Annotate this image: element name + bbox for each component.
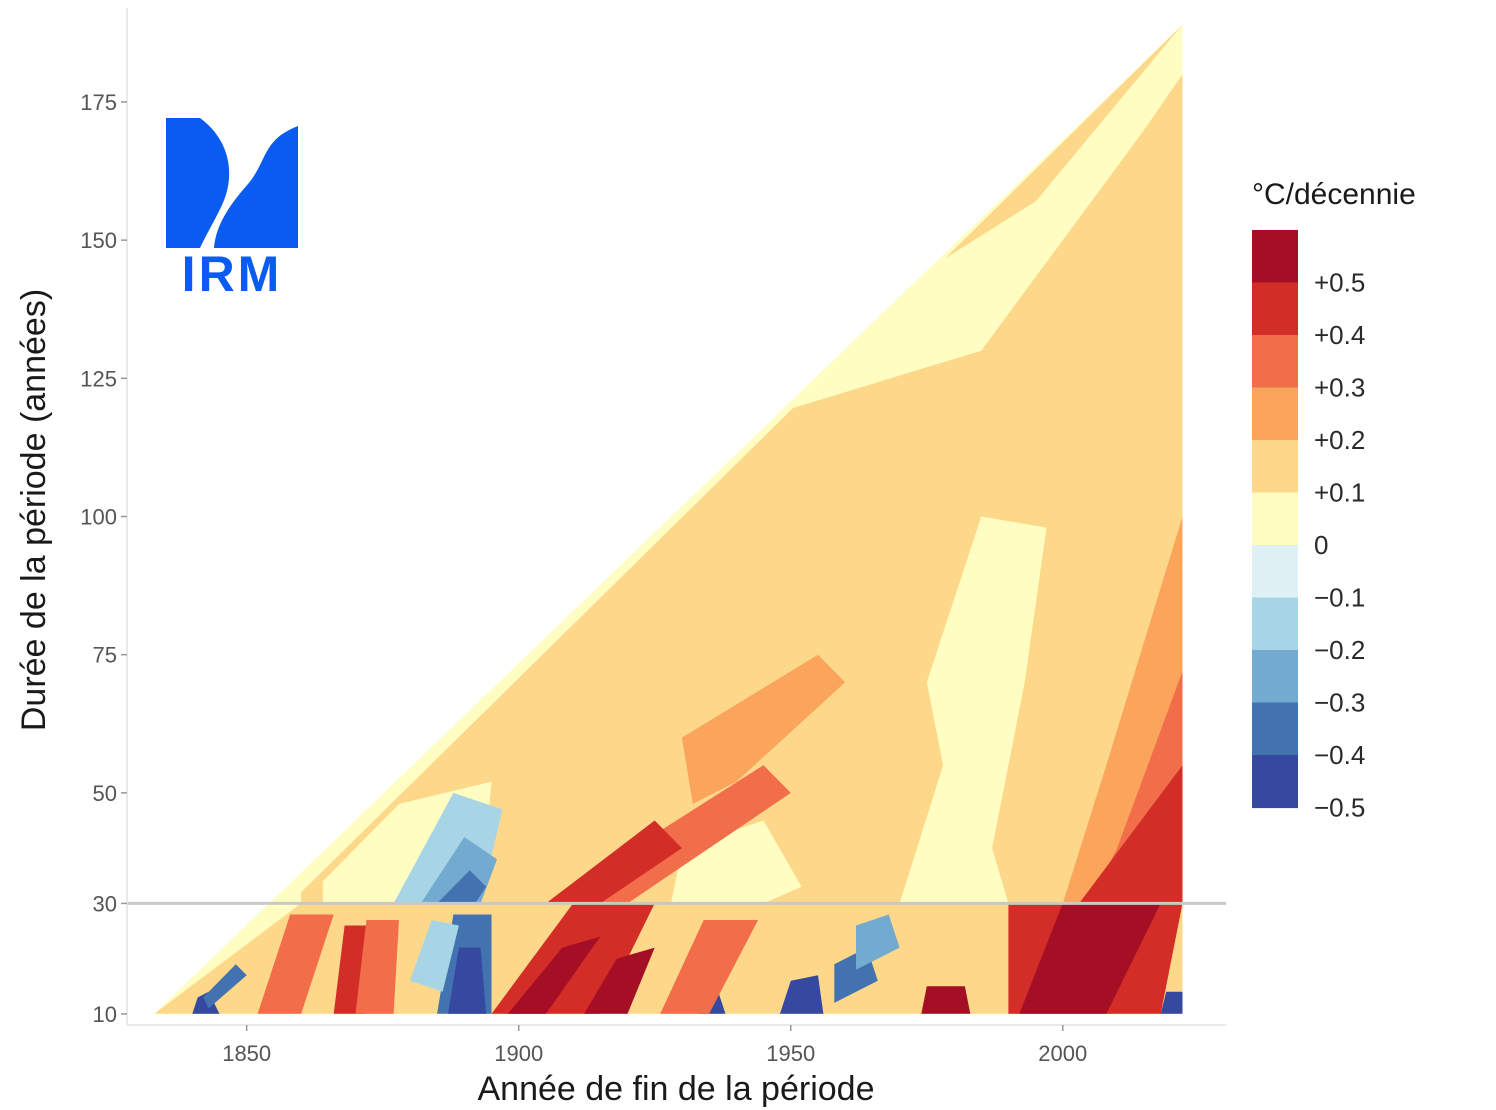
heatmap-region-30: [203, 964, 247, 1009]
heatmap-region-27: [856, 914, 900, 970]
y-tick-label: 30: [93, 891, 117, 916]
legend-label: +0.4: [1314, 320, 1365, 350]
y-tick-label: 150: [80, 228, 117, 253]
legend-label: +0.5: [1314, 268, 1365, 298]
y-tick-label: 10: [93, 1002, 117, 1027]
legend-swatch: [1252, 545, 1298, 599]
x-axis-title: Année de fin de la période: [478, 1070, 875, 1108]
heatmap-region-35: [1160, 991, 1183, 1014]
legend-swatch: [1252, 335, 1298, 389]
heatmap-region-16: [154, 903, 1183, 1014]
legend-label: +0.1: [1314, 478, 1365, 508]
y-tick-label: 125: [80, 366, 117, 391]
heatmap-region-9: [1079, 765, 1183, 904]
legend-title: °C/décennie: [1252, 178, 1416, 211]
heatmap-region-21: [1019, 903, 1161, 1014]
legend-swatch: [1252, 650, 1298, 704]
y-tick-label: 175: [80, 90, 117, 115]
legend-label: −0.2: [1314, 635, 1365, 665]
heatmap-region-18: [507, 936, 601, 1014]
legend-swatches: [1252, 230, 1298, 809]
y-tick-label: 100: [80, 505, 117, 530]
legend-swatch: [1252, 597, 1298, 651]
legend-label: 0: [1314, 530, 1328, 560]
heatmap-region-36: [660, 920, 759, 1014]
heatmap-region-5: [681, 654, 846, 804]
legend-label: +0.2: [1314, 425, 1365, 455]
legend: °C/décennie +0.5 +0.4 +0.3 +0.2 +0.1 0 −0.1 −0.…: [1252, 178, 1416, 823]
heatmap-region-25: [779, 975, 824, 1014]
legend-swatch: [1252, 492, 1298, 546]
heatmap-region-13: [437, 870, 487, 904]
legend-swatch: [1252, 702, 1298, 756]
legend-swatch: [1252, 230, 1298, 284]
heatmap-region-24: [409, 920, 459, 992]
irm-logo-emblem-right: [214, 126, 298, 248]
heatmap-region-34: [921, 986, 971, 1014]
legend-label: −0.3: [1314, 688, 1365, 718]
legend-swatch: [1252, 387, 1298, 441]
y-tick-label: 50: [93, 781, 117, 806]
legend-label: −0.1: [1314, 583, 1365, 613]
legend-swatch: [1252, 755, 1298, 809]
heatmap-region-23: [448, 947, 487, 1014]
heatmap-region-31: [257, 914, 334, 1014]
legend-label: −0.5: [1314, 793, 1365, 823]
legend-labels: +0.5 +0.4 +0.3 +0.2 +0.1 0 −0.1 −0.2 −0.3 −0.4 −0.…: [1314, 268, 1365, 823]
y-tick-label: 75: [93, 643, 117, 668]
irm-logo-emblem-left: [166, 118, 230, 248]
x-axis-ticks: 1850 1900 1950 2000: [222, 1025, 1087, 1066]
heatmap-region-33: [355, 920, 399, 1014]
legend-swatch: [1252, 282, 1298, 336]
legend-label: −0.4: [1314, 740, 1365, 770]
x-tick-label: 2000: [1038, 1041, 1087, 1066]
x-tick-label: 1850: [222, 1041, 271, 1066]
heatmap-region-19: [584, 947, 655, 1014]
irm-logo: IRM: [166, 118, 298, 302]
heatmap-layer: [154, 24, 1183, 1014]
y-axis-ticks: 10 30 50 75 100 125 150 175: [80, 90, 127, 1027]
heatmap-region-10: [545, 820, 682, 904]
legend-swatch: [1252, 440, 1298, 494]
irm-logo-text: IRM: [182, 246, 283, 302]
x-tick-label: 1900: [494, 1041, 543, 1066]
legend-label: +0.3: [1314, 373, 1365, 403]
y-axis-title: Durée de la période (années): [15, 289, 53, 731]
x-tick-label: 1950: [766, 1041, 815, 1066]
heatmap-region-2: [899, 516, 1047, 904]
